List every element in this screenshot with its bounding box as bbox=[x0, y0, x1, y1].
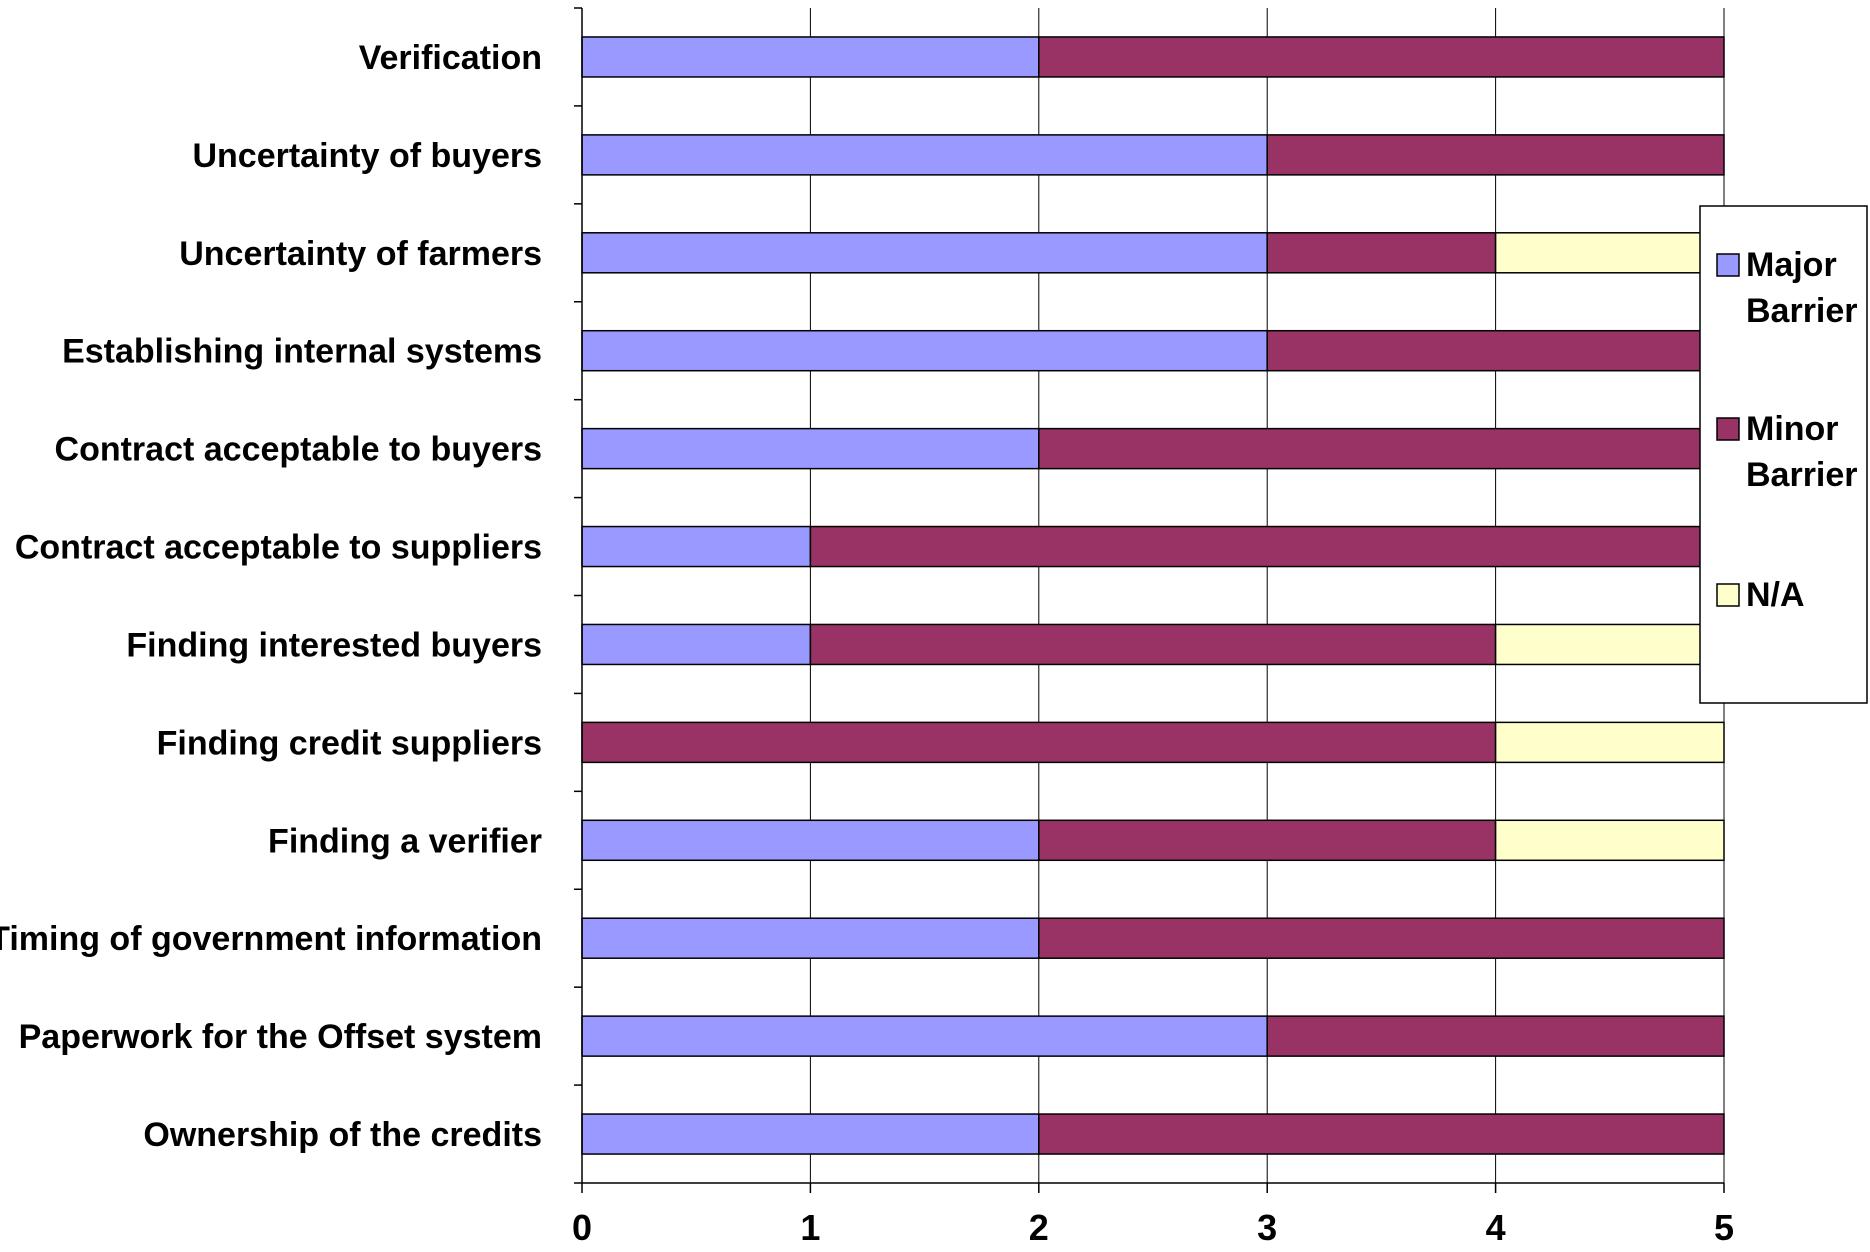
bar-minor-barrier-4 bbox=[1266, 329, 1725, 372]
category-label: Contract acceptable to buyers bbox=[55, 431, 542, 469]
category-label: Uncertainty of farmers bbox=[179, 235, 542, 273]
bar-major-barrier-3 bbox=[581, 232, 1268, 274]
bar-minor-barrier-12 bbox=[1038, 1113, 1725, 1155]
bar-major-barrier-4 bbox=[581, 329, 1268, 372]
legend: Major Barrier Minor Barrier N/A bbox=[1699, 205, 1868, 704]
bar-major-barrier-9 bbox=[581, 819, 1040, 862]
legend-label: Minor bbox=[1746, 410, 1839, 448]
bar-major-barrier-11 bbox=[581, 1015, 1268, 1057]
bar-minor-barrier-8 bbox=[581, 721, 1497, 764]
category-label: Uncertainty of buyers bbox=[192, 137, 542, 175]
bar-minor-barrier-6 bbox=[809, 525, 1725, 568]
bar-major-barrier-10 bbox=[581, 917, 1040, 959]
legend-label: N/A bbox=[1746, 576, 1805, 614]
gridlines bbox=[809, 8, 1725, 1183]
category-label: Timing of government information bbox=[0, 920, 542, 958]
legend-box bbox=[1699, 205, 1868, 704]
bar-n-a-7 bbox=[1494, 623, 1725, 666]
category-label: Verification bbox=[359, 39, 542, 77]
bar-minor-barrier-10 bbox=[1038, 917, 1725, 959]
bar-n-a-8 bbox=[1494, 721, 1725, 764]
legend-label: Barrier bbox=[1746, 456, 1858, 494]
category-label: Finding a verifier bbox=[268, 822, 542, 860]
legend-label: Barrier bbox=[1746, 292, 1858, 330]
legend-label: Major bbox=[1746, 246, 1837, 284]
category-label: Contract acceptable to suppliers bbox=[15, 529, 542, 567]
bar-minor-barrier-11 bbox=[1266, 1015, 1725, 1057]
category-label: Finding credit suppliers bbox=[157, 724, 542, 762]
legend-swatch bbox=[1716, 583, 1740, 607]
category-label: Ownership of the credits bbox=[143, 1116, 542, 1154]
bar-n-a-3 bbox=[1494, 232, 1725, 274]
bar-n-a-9 bbox=[1494, 819, 1725, 862]
x-tick-label: 3 bbox=[1257, 1207, 1277, 1248]
category-labels: Verification Uncertainty of buyers Uncerta… bbox=[0, 39, 542, 1154]
x-tick-label: 1 bbox=[800, 1207, 820, 1248]
bar-minor-barrier-3 bbox=[1266, 232, 1497, 274]
bar-minor-barrier-2 bbox=[1266, 134, 1725, 176]
bar-minor-barrier-5 bbox=[1038, 427, 1725, 470]
bar-major-barrier-6 bbox=[581, 525, 812, 568]
category-label: Establishing internal systems bbox=[62, 333, 542, 371]
x-tick-label: 0 bbox=[572, 1207, 592, 1248]
bars bbox=[581, 36, 1725, 1155]
bar-minor-barrier-7 bbox=[809, 623, 1497, 666]
x-tick-label: 5 bbox=[1714, 1207, 1734, 1248]
axes bbox=[574, 7, 1725, 1193]
bar-major-barrier-2 bbox=[581, 134, 1268, 176]
category-label: Finding interested buyers bbox=[126, 626, 542, 664]
x-tick-label: 4 bbox=[1486, 1207, 1506, 1248]
category-label: Paperwork for the Offset system bbox=[19, 1018, 542, 1056]
legend-swatch bbox=[1716, 253, 1740, 277]
x-tick-label: 2 bbox=[1029, 1207, 1049, 1248]
bar-minor-barrier-9 bbox=[1038, 819, 1497, 862]
bar-major-barrier-7 bbox=[581, 623, 812, 666]
x-tick-labels: 0 1 2 3 4 5 bbox=[572, 1207, 1734, 1248]
bar-minor-barrier-1 bbox=[1038, 36, 1725, 78]
legend-swatch bbox=[1716, 417, 1740, 441]
bar-major-barrier-1 bbox=[581, 36, 1040, 78]
bar-major-barrier-12 bbox=[581, 1113, 1040, 1155]
bar-major-barrier-5 bbox=[581, 427, 1040, 470]
